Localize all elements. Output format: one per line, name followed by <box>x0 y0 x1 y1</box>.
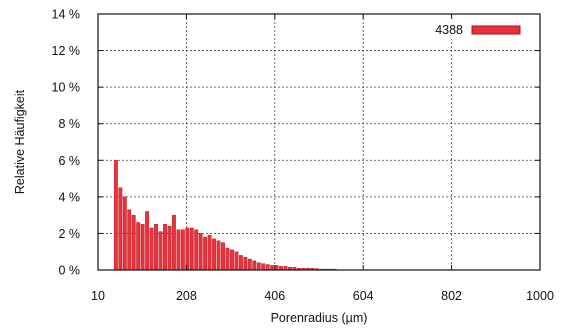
histogram-bar <box>180 229 185 271</box>
histogram-bar <box>189 227 194 271</box>
histogram-bar <box>113 160 118 271</box>
plot-background <box>98 14 540 270</box>
histogram-bar <box>158 231 163 271</box>
histogram-bar <box>256 262 261 271</box>
histogram-bar <box>122 196 127 271</box>
histogram-bar <box>274 265 279 271</box>
histogram-bar <box>171 214 176 271</box>
histogram-bar <box>127 209 132 271</box>
x-tick-label: 604 <box>353 289 374 303</box>
histogram-bar <box>167 225 172 271</box>
x-tick-label: 1000 <box>526 289 554 303</box>
histogram-bar <box>176 229 181 271</box>
histogram-bar <box>216 240 221 271</box>
histogram-bar <box>145 211 150 271</box>
plot-frame <box>97 13 541 271</box>
histogram-bar <box>234 251 239 271</box>
y-tick-label: 14 % <box>52 8 81 22</box>
x-tick-label: 10 <box>91 289 105 303</box>
histogram-bar <box>265 264 270 271</box>
histogram-bar <box>136 222 141 271</box>
legend: 4388 <box>406 19 534 39</box>
legend-label: 4388 <box>435 23 463 37</box>
y-tick-label: 12 % <box>52 44 81 58</box>
histogram-bar <box>203 236 208 271</box>
histogram-bar <box>243 257 248 271</box>
x-tick-label: 208 <box>176 289 197 303</box>
histogram-bar <box>225 247 230 271</box>
axis-ticks <box>97 13 541 271</box>
x-tick-label: 406 <box>264 289 285 303</box>
legend-swatch <box>471 25 521 35</box>
histogram-bar <box>212 238 217 271</box>
x-tick-label: 802 <box>441 289 462 303</box>
y-tick-labels: 0 % 2 % 4 % 6 % 8 % 10 % 12 % 14 % <box>52 8 81 278</box>
histogram-bar <box>221 242 225 271</box>
y-axis-title: Relative Häufigkeit <box>13 89 27 194</box>
x-axis-title: Porenradius (µm) <box>271 311 368 325</box>
histogram-bar <box>252 260 257 271</box>
histogram-bar <box>163 224 167 271</box>
histogram-bar <box>247 258 252 271</box>
histogram-bar <box>185 227 190 271</box>
histogram-bar <box>154 224 158 271</box>
histogram-bar <box>198 233 203 271</box>
histogram-bar <box>140 224 145 271</box>
y-tick-label: 8 % <box>58 117 80 131</box>
y-tick-label: 4 % <box>58 190 80 204</box>
histogram-bar <box>118 187 123 271</box>
histogram-bar <box>238 255 243 271</box>
histogram-bar <box>207 235 212 271</box>
histogram-bar <box>261 263 266 271</box>
histogram-bar <box>131 214 136 271</box>
histogram-bar <box>270 265 275 271</box>
y-tick-label: 0 % <box>58 264 80 278</box>
y-tick-label: 6 % <box>58 154 80 168</box>
bar-series <box>113 160 337 271</box>
y-tick-label: 2 % <box>58 227 80 241</box>
y-tick-label: 10 % <box>52 81 81 95</box>
x-tick-labels: 10 208 406 604 802 1000 <box>91 289 554 303</box>
histogram-bar <box>230 249 234 271</box>
histogram-bar <box>194 229 199 271</box>
grid-lines <box>98 14 540 270</box>
histogram-bar <box>149 227 154 271</box>
